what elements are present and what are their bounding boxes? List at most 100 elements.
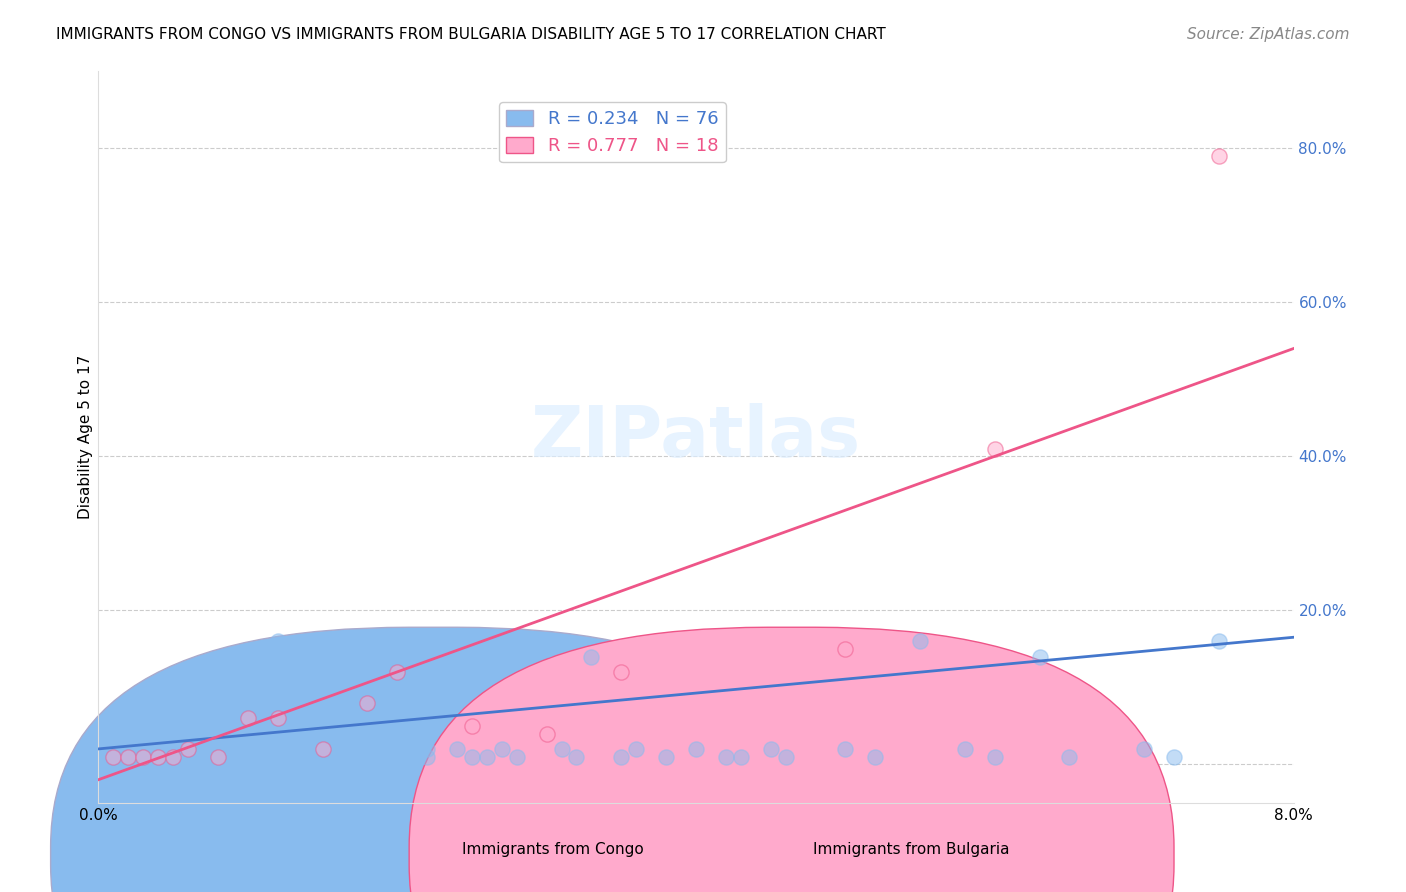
Point [207,696,229,710]
Point [536,726,558,740]
Point [730,749,752,764]
Point [191,711,214,725]
Point [162,749,184,764]
Text: Source: ZipAtlas.com: Source: ZipAtlas.com [1187,27,1350,42]
Point [162,742,184,756]
Point [565,749,588,764]
Point [908,634,931,648]
Point [506,749,529,764]
Point [311,734,333,748]
FancyBboxPatch shape [51,627,815,892]
Point [132,734,155,748]
Point [491,742,513,756]
Point [385,742,409,756]
Point [132,749,155,764]
Point [162,749,184,764]
Point [162,696,184,710]
Point [610,665,633,679]
Legend: R = 0.234   N = 76, R = 0.777   N = 18: R = 0.234 N = 76, R = 0.777 N = 18 [499,103,725,162]
Point [148,742,170,756]
Point [103,749,125,764]
Point [132,742,155,756]
Point [148,719,170,733]
Point [207,749,229,764]
Point [461,719,484,733]
Point [132,749,155,764]
Point [536,641,558,656]
Point [1028,649,1050,664]
Point [610,749,633,764]
Point [1163,749,1185,764]
Point [655,749,678,764]
Text: IMMIGRANTS FROM CONGO VS IMMIGRANTS FROM BULGARIA DISABILITY AGE 5 TO 17 CORRELA: IMMIGRANTS FROM CONGO VS IMMIGRANTS FROM… [56,27,886,42]
Point [177,749,200,764]
Point [865,749,887,764]
Point [385,665,409,679]
Point [222,734,245,748]
Point [311,742,333,756]
Point [103,742,125,756]
Point [191,749,214,764]
Point [117,734,139,748]
Point [236,734,259,748]
Point [191,681,214,695]
Point [775,749,797,764]
Point [446,742,468,756]
Point [834,641,856,656]
Point [356,742,378,756]
Point [162,734,184,748]
Point [148,726,170,740]
Point [267,742,290,756]
Point [342,749,364,764]
Point [475,749,498,764]
Point [1208,634,1230,648]
FancyBboxPatch shape [409,627,1174,892]
Point [252,649,274,664]
Point [177,742,200,756]
Point [207,742,229,756]
Point [685,742,707,756]
Point [1059,749,1081,764]
Point [117,749,139,764]
Point [191,742,214,756]
Point [416,742,439,756]
Point [984,442,1007,456]
Point [759,742,782,756]
Point [117,749,139,764]
Point [626,742,648,756]
Point [953,742,976,756]
Point [281,641,304,656]
Point [236,665,259,679]
Point [252,742,274,756]
Point [148,749,170,764]
Point [1208,149,1230,163]
Point [281,742,304,756]
Point [1133,742,1156,756]
Point [550,742,572,756]
Point [371,749,394,764]
Point [356,696,378,710]
Point [297,734,319,748]
Point [326,742,349,756]
Point [356,734,378,748]
Point [177,734,200,748]
Point [834,742,856,756]
Point [714,749,737,764]
Point [416,749,439,764]
Point [267,711,290,725]
Point [984,749,1007,764]
Text: Immigrants from Bulgaria: Immigrants from Bulgaria [813,842,1010,857]
Point [236,711,259,725]
Point [461,749,484,764]
Point [297,657,319,672]
Point [267,634,290,648]
Point [207,749,229,764]
Point [177,742,200,756]
Point [401,749,423,764]
Point [222,749,245,764]
Point [148,749,170,764]
Text: ZIPatlas: ZIPatlas [531,402,860,472]
Point [581,649,603,664]
Y-axis label: Disability Age 5 to 17: Disability Age 5 to 17 [77,355,93,519]
Text: Immigrants from Congo: Immigrants from Congo [461,842,644,857]
